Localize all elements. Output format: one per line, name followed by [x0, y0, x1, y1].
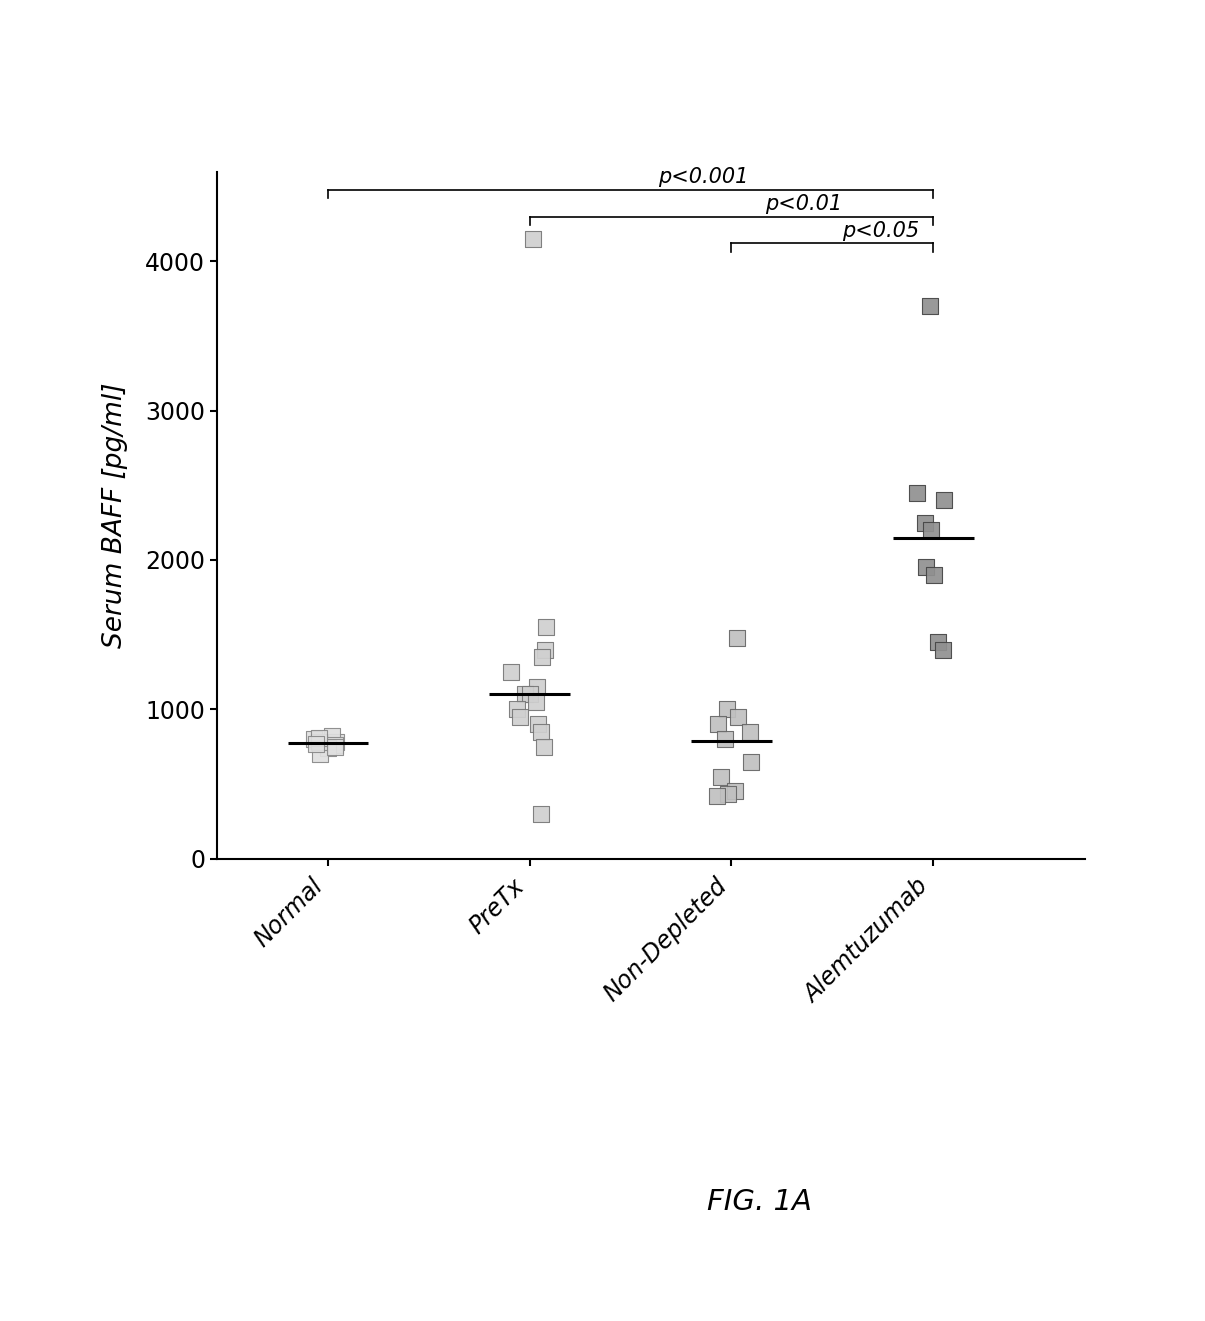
- Point: [531, 803, 551, 824]
- Text: p<0.001: p<0.001: [658, 166, 748, 188]
- Point: [310, 732, 329, 753]
- Point: [709, 713, 728, 734]
- Point: [536, 617, 556, 638]
- Point: [725, 781, 745, 802]
- Point: [322, 725, 341, 746]
- Point: [740, 721, 759, 742]
- Point: [325, 736, 345, 757]
- Point: [916, 513, 935, 534]
- Point: [527, 691, 546, 712]
- Point: [707, 786, 727, 807]
- Y-axis label: Serum BAFF [pg/ml]: Serum BAFF [pg/ml]: [102, 383, 129, 647]
- Point: [501, 662, 521, 683]
- Point: [536, 639, 556, 660]
- Point: [523, 229, 542, 250]
- Point: [533, 646, 552, 667]
- Point: [717, 699, 736, 720]
- Point: [507, 699, 527, 720]
- Text: FIG. 1A: FIG. 1A: [706, 1188, 812, 1217]
- Point: [305, 729, 324, 750]
- Point: [728, 627, 747, 649]
- Point: [306, 733, 325, 754]
- Point: [716, 729, 735, 750]
- Point: [515, 684, 534, 705]
- Point: [531, 721, 551, 742]
- Point: [718, 783, 737, 804]
- Point: [928, 631, 947, 653]
- Point: [325, 734, 345, 756]
- Point: [934, 639, 953, 660]
- Point: [922, 519, 941, 540]
- Point: [529, 713, 548, 734]
- Point: [325, 732, 345, 753]
- Point: [917, 557, 936, 579]
- Text: p<0.05: p<0.05: [842, 221, 919, 240]
- Point: [311, 744, 330, 765]
- Point: [711, 766, 730, 787]
- Point: [741, 752, 760, 773]
- Point: [728, 707, 747, 728]
- Point: [921, 296, 940, 317]
- Point: [934, 490, 953, 511]
- Point: [511, 707, 530, 728]
- Point: [924, 564, 944, 585]
- Point: [534, 736, 553, 757]
- Point: [907, 482, 927, 503]
- Point: [521, 684, 540, 705]
- Text: p<0.01: p<0.01: [765, 194, 842, 214]
- Point: [318, 737, 337, 758]
- Point: [528, 676, 547, 697]
- Point: [308, 727, 328, 748]
